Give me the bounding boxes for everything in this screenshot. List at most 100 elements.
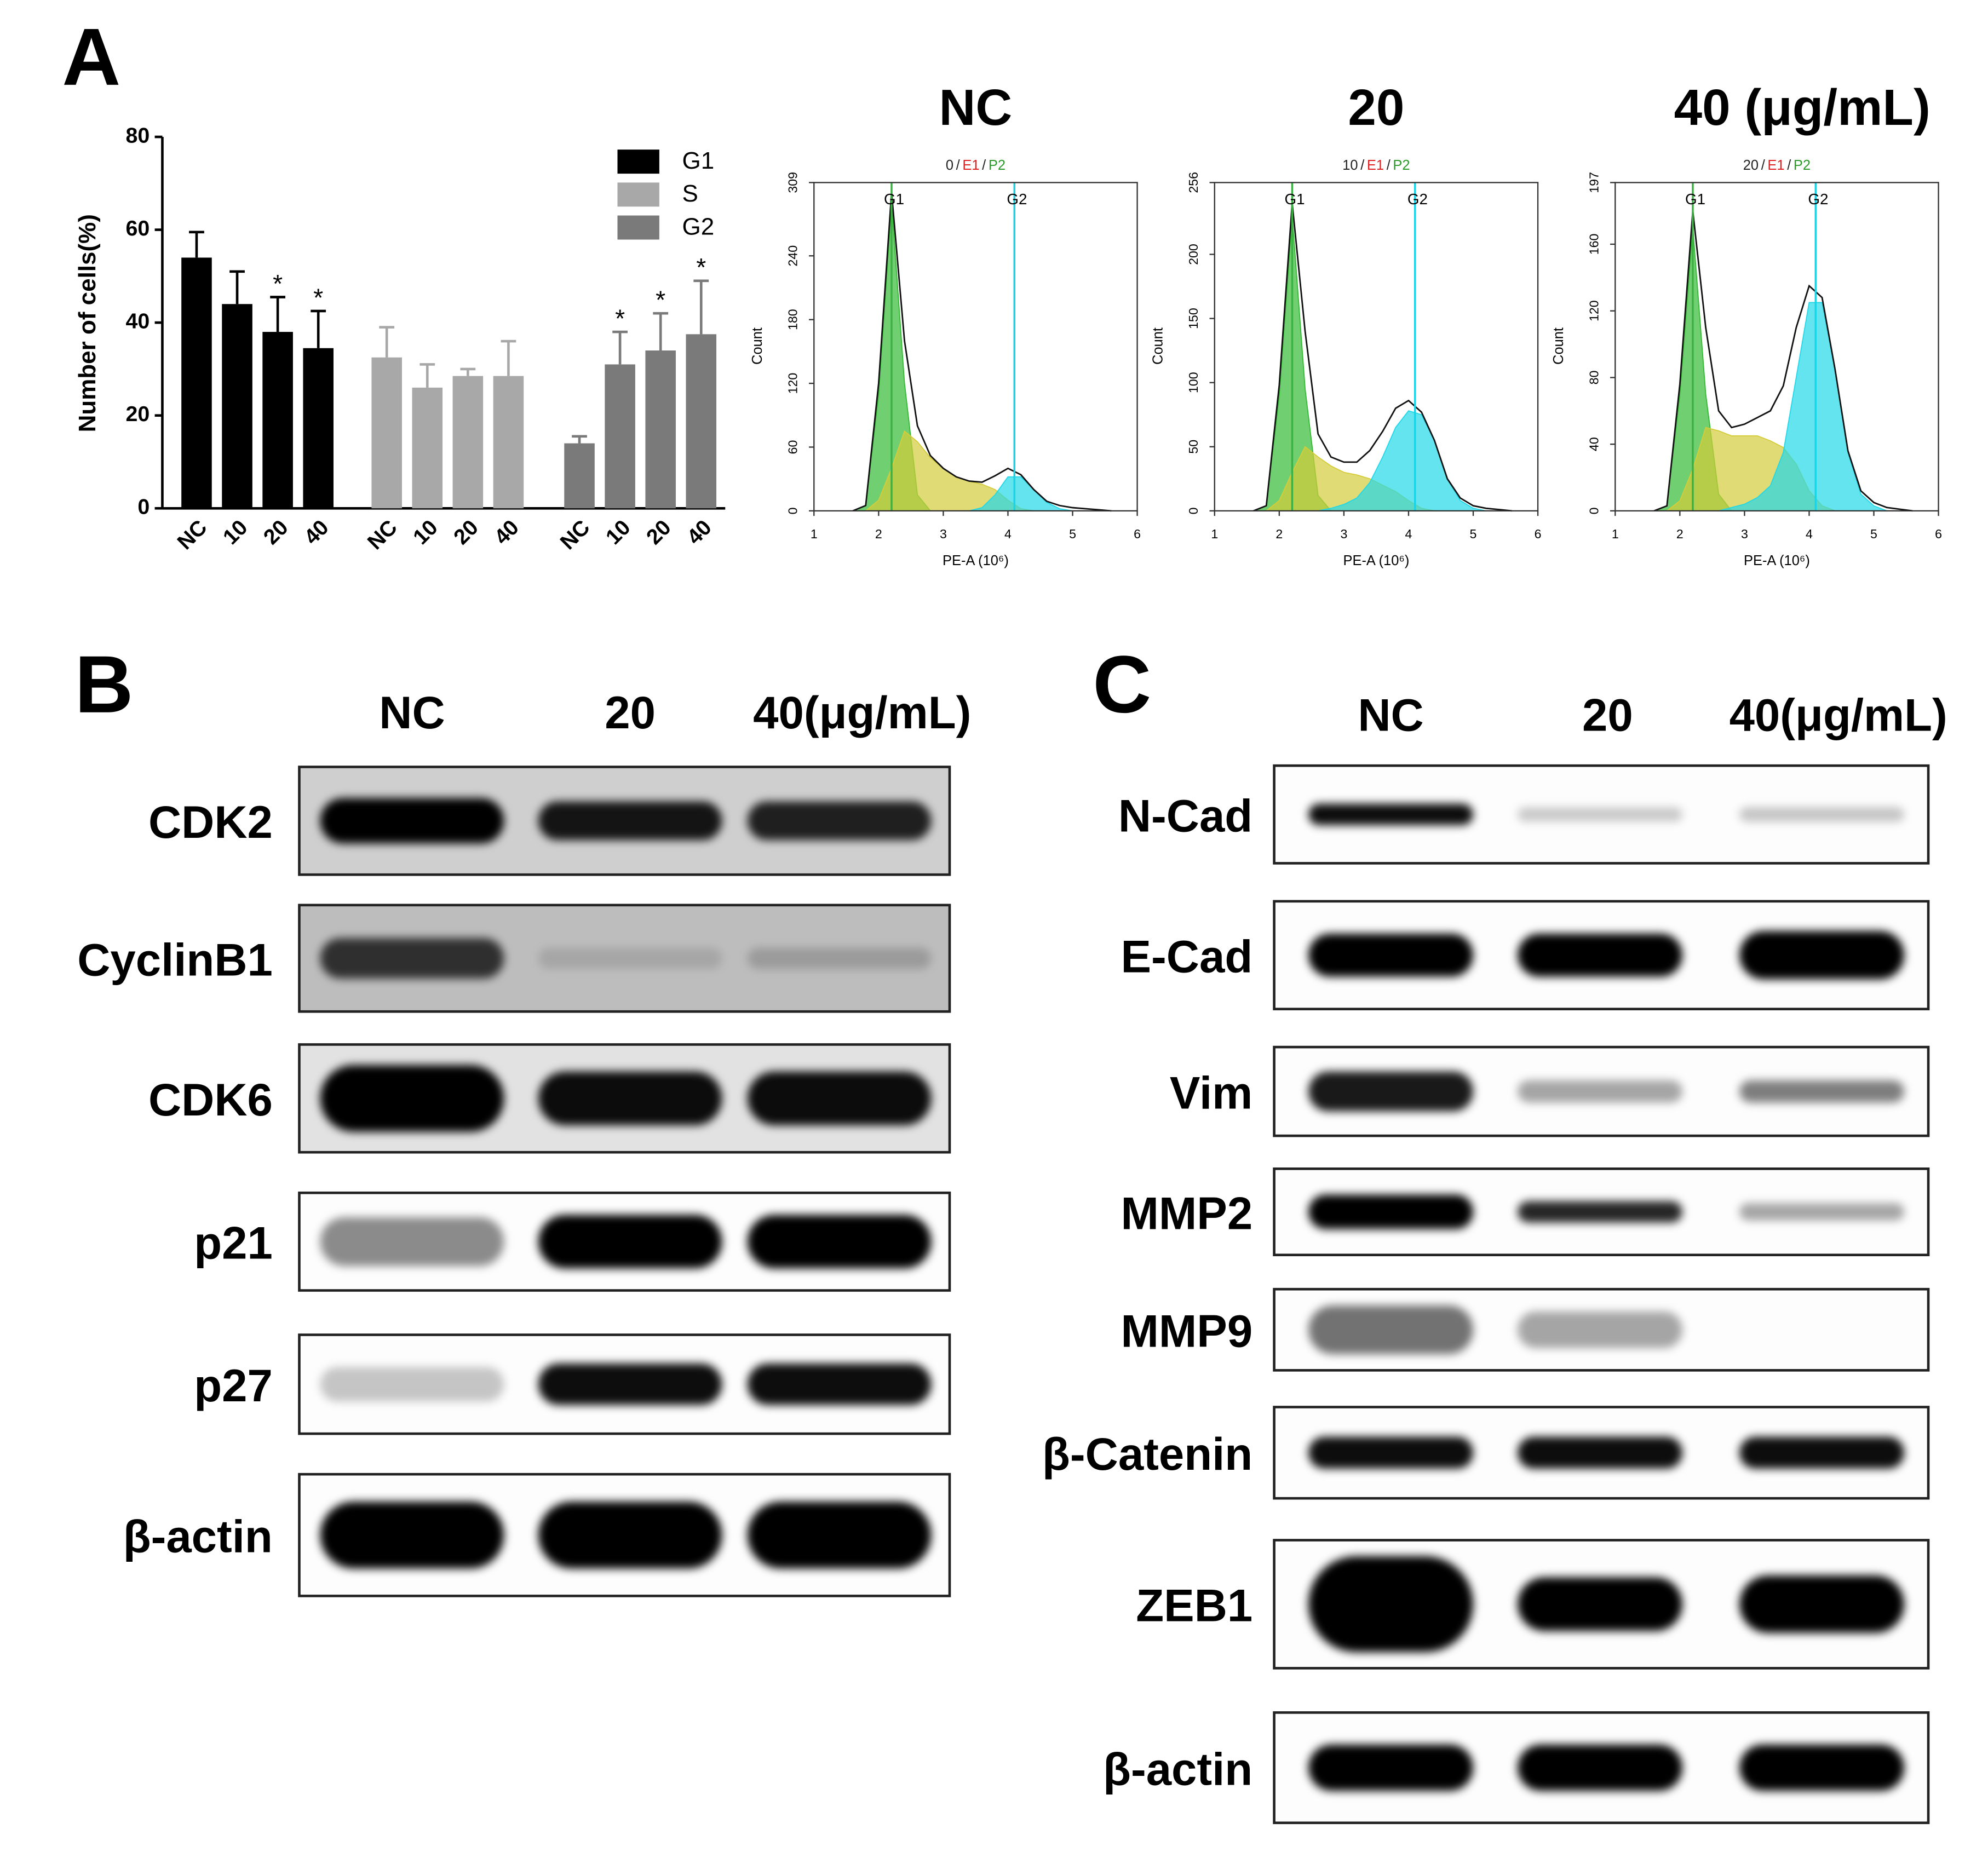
- y-tick-label: 20: [126, 402, 150, 426]
- x-tick-label: 20: [449, 515, 483, 549]
- x-tick-label: 10: [219, 515, 252, 549]
- plot-title: 20: [1348, 79, 1404, 136]
- lane-header: 40(μg/mL): [753, 687, 971, 738]
- protein-label: ZEB1: [1136, 1580, 1252, 1631]
- bar: [262, 332, 293, 509]
- x-tick-label: 5: [1870, 527, 1877, 541]
- y-tick-label: 60: [126, 216, 150, 240]
- protein-label: Vim: [1170, 1067, 1252, 1118]
- blot-band: [1518, 1201, 1682, 1223]
- x-tick-label: 2: [1676, 527, 1684, 541]
- x-tick-label: 3: [1741, 527, 1748, 541]
- subtitle-part: E1: [1367, 158, 1384, 173]
- subtitle-part: P2: [1794, 158, 1811, 173]
- x-tick-label: 2: [875, 527, 882, 541]
- y-tick-label: 309: [785, 172, 800, 193]
- blot-band: [747, 947, 932, 969]
- plot-frame: [813, 182, 1138, 512]
- y-tick-label: 0: [1587, 507, 1601, 514]
- plot-title: 40 (μg/mL): [1674, 79, 1930, 136]
- blot-band: [747, 1502, 932, 1569]
- blot-band: [320, 1217, 504, 1266]
- plot-frame: [1614, 182, 1939, 512]
- blot-band: [1308, 803, 1474, 825]
- bar: [452, 376, 484, 509]
- subtitle-part: E1: [962, 158, 979, 173]
- blot-band: [320, 938, 504, 979]
- plot-subtitle: 0/E1/P2: [946, 158, 1006, 173]
- blot-band: [320, 798, 504, 844]
- x-tick-label: NC: [173, 515, 211, 554]
- subtitle-part: E1: [1767, 158, 1784, 173]
- bar: [564, 443, 595, 509]
- legend-swatch: [617, 215, 659, 240]
- x-tick-label: 1: [1211, 527, 1218, 541]
- blot-band: [1518, 1744, 1682, 1791]
- significance-mark: *: [313, 283, 323, 312]
- blot-band: [747, 1215, 932, 1269]
- blot-band: [538, 947, 722, 969]
- protein-label: E-Cad: [1121, 931, 1252, 982]
- blot-band: [1739, 1575, 1905, 1634]
- x-tick-label: 10: [601, 515, 635, 549]
- plot-subtitle: 20/E1/P2: [1743, 158, 1811, 173]
- subtitle-part: P2: [1393, 158, 1410, 173]
- x-tick-label: 2: [1275, 527, 1283, 541]
- x-tick-label: 1: [1612, 527, 1619, 541]
- y-tick-label: 160: [1587, 234, 1601, 255]
- protein-label: CDK2: [148, 797, 273, 848]
- blot-band: [1308, 1194, 1474, 1229]
- subtitle-part: 10: [1342, 158, 1358, 173]
- subtitle-part: 20: [1743, 158, 1759, 173]
- protein-label: β-actin: [123, 1511, 273, 1562]
- y-axis-label: Count: [1551, 327, 1566, 365]
- legend-swatch: [617, 149, 659, 174]
- blot-band: [747, 801, 932, 841]
- legend-label: G2: [682, 213, 715, 240]
- lane-header: 20: [605, 687, 656, 738]
- panel-label: C: [1093, 640, 1151, 730]
- subtitle-part: /: [956, 158, 961, 173]
- legend-label: S: [682, 180, 698, 207]
- protein-label: β-actin: [1103, 1744, 1252, 1795]
- blot-band: [320, 1065, 504, 1132]
- bar: [371, 357, 402, 509]
- blot-band: [538, 801, 722, 841]
- blot-band: [1739, 1436, 1905, 1469]
- x-tick-label: 40: [490, 515, 524, 549]
- x-tick-label: 5: [1470, 527, 1477, 541]
- subtitle-part: 0: [946, 158, 953, 173]
- significance-mark: *: [696, 253, 706, 281]
- blot-band: [1308, 1744, 1474, 1791]
- protein-label: MMP9: [1121, 1306, 1252, 1357]
- plot-subtitle: 10/E1/P2: [1342, 158, 1410, 173]
- histogram-line: [1253, 203, 1512, 512]
- blot-band: [1739, 1080, 1905, 1103]
- protein-label: CDK6: [148, 1074, 273, 1125]
- bar: [181, 257, 212, 509]
- y-tick-label: 120: [1587, 300, 1601, 321]
- blot-band: [1739, 1744, 1905, 1791]
- y-tick-label: 80: [1587, 371, 1601, 385]
- x-tick-label: 6: [1535, 527, 1542, 541]
- y-tick-label: 60: [785, 440, 800, 455]
- lane-header: NC: [379, 687, 445, 738]
- x-tick-label: 10: [409, 515, 443, 549]
- blot-band: [1308, 1556, 1474, 1653]
- y-tick-label: 150: [1186, 308, 1200, 329]
- x-axis-label: PE-A (10⁶): [1343, 553, 1410, 568]
- y-tick-label: 180: [785, 309, 800, 330]
- panel-label: B: [74, 640, 133, 730]
- x-tick-label: 1: [811, 527, 818, 541]
- subtitle-part: /: [1787, 158, 1791, 173]
- x-tick-label: NC: [363, 515, 401, 554]
- blot-band: [538, 1502, 722, 1569]
- y-axis-label: Count: [750, 327, 765, 365]
- gate-label: G1: [1285, 191, 1305, 208]
- blot-band: [538, 1363, 722, 1405]
- x-tick-label: 20: [642, 515, 676, 549]
- x-tick-label: 3: [1340, 527, 1347, 541]
- blot-band: [1518, 1577, 1682, 1631]
- y-tick-label: 256: [1186, 172, 1200, 193]
